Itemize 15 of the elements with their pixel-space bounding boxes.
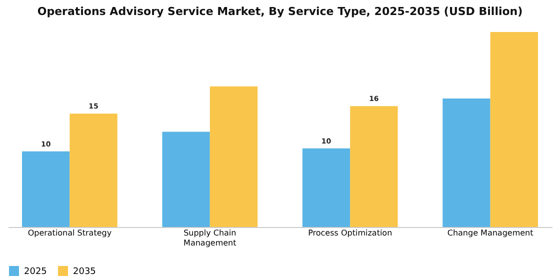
bar [22, 151, 70, 227]
bar [350, 106, 398, 227]
legend-label: 2025 [24, 267, 47, 277]
x-tick-label: Supply Chain Management [184, 228, 236, 248]
x-tick-label: Change Management [447, 228, 534, 238]
bar [302, 148, 350, 227]
bar [442, 98, 490, 227]
legend-label: 2035 [73, 267, 96, 277]
chart-title: Operations Advisory Service Market, By Service Type, 2025-2035 (USD Billion) [37, 5, 523, 18]
bar [162, 132, 210, 227]
bar [70, 114, 118, 227]
bar [210, 86, 258, 227]
x-tick-label: Operational Strategy [28, 228, 112, 238]
x-tick-label: Process Optimization [308, 228, 392, 238]
bar [490, 32, 538, 227]
